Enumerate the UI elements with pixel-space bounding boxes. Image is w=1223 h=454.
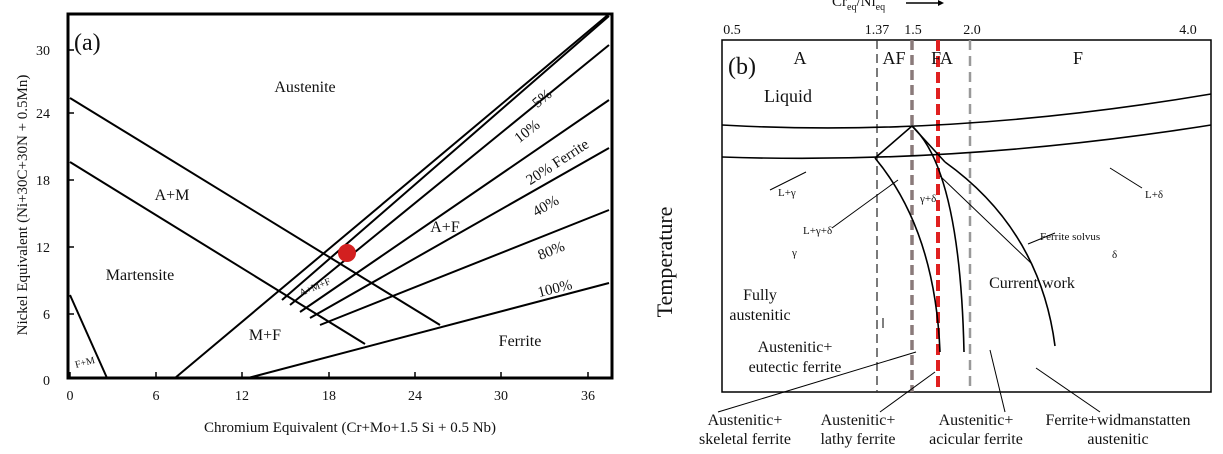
panel-a-phase-boundaries: [69, 13, 610, 379]
region-label-ferrite-solvus: Ferrite solvus: [1040, 231, 1100, 243]
top-tick-label: 1.37: [865, 23, 890, 38]
region-label-gamma-delta: γ+δ: [919, 193, 936, 205]
region-label-l-gamma: L+γ: [778, 187, 796, 199]
x-tick-label: 6: [153, 389, 160, 404]
mode-label-a: A: [794, 48, 807, 68]
x-tick-label: 0: [67, 389, 74, 404]
panel-b-y-axis-title: Temperature: [652, 207, 677, 318]
region-label-martensite: Martensite: [106, 267, 174, 284]
panel-a-x-ticks-marks: [69, 372, 589, 378]
region-label-ferrite: Ferrite: [499, 333, 542, 350]
panel-b-frame: [721, 39, 1212, 393]
region-label-fully-austenitic-2: austenitic: [729, 307, 790, 324]
mode-label-fa: FA: [931, 48, 953, 68]
martensite-ferrite-boundary: [174, 13, 610, 379]
x-tick-label: 18: [322, 389, 336, 404]
panel-b-leader-lines: [717, 167, 1143, 413]
region-label-eutectic-1: Austenitic+: [758, 339, 833, 356]
region-label-gamma: γ: [791, 247, 797, 259]
x-tick-label: 30: [494, 389, 508, 404]
y-tick-label: 6: [43, 308, 50, 323]
x-tick-label: 24: [408, 389, 422, 404]
y-tick-label: 0: [43, 374, 50, 389]
ferrite-5-line: [281, 15, 610, 301]
ferrite-100-line: [247, 282, 610, 379]
caption-lathy-2: lathy ferrite: [820, 431, 895, 448]
y-tick-label: 18: [36, 174, 50, 189]
caption-acicular-1: Austenitic+: [939, 412, 1014, 429]
caption-lathy-1: Austenitic+: [821, 412, 896, 429]
panel-a-x-axis-title: Chromium Equivalent (Cr+Mo+1.5 Si + 0.5 …: [204, 420, 496, 436]
panel-b-label: (b): [728, 54, 756, 80]
region-label-eutectic-2: eutectic ferrite: [749, 359, 842, 376]
top-axis-arrowhead: [938, 0, 944, 6]
panel-b-solidification-diagram: Creq/Nieq 0.5 1.37 1.5 2.0 4.0 Temperatu…: [652, 0, 1212, 448]
liquidus-line: [721, 93, 1212, 129]
ferrite-10-line: [289, 44, 610, 306]
region-label-f-m: F+M: [74, 355, 96, 371]
region-label-l-delta: L+δ: [1145, 189, 1163, 201]
y-tick-label: 12: [36, 241, 50, 256]
a-m-upper-boundary: [69, 97, 441, 326]
panel-a-schaeffler-diagram: 0 6 12 18 24 30 36 0 6 12 18 24 30 Chrom…: [15, 12, 614, 436]
region-label-l-gamma-delta: L+γ+δ: [803, 225, 832, 237]
caption-widmanstatten-2: austenitic: [1087, 431, 1148, 448]
current-composition-point: [338, 244, 356, 262]
region-label-m-f: M+F: [249, 327, 281, 344]
top-tick-label: 4.0: [1179, 23, 1197, 38]
inner-solvus-curve: [874, 157, 941, 353]
y-tick-label: 24: [36, 107, 50, 122]
caption-skeletal-1: Austenitic+: [708, 412, 783, 429]
current-work-label: Current work: [989, 275, 1075, 292]
middle-solvus-curve: [911, 125, 965, 353]
panel-b-top-axis-title: Creq/Nieq: [832, 0, 885, 13]
top-tick-label: 2.0: [963, 23, 981, 38]
panel-b-phase-lines: [721, 93, 1212, 353]
ferrite-20-line: [299, 99, 610, 313]
ferrite-80-line: [319, 209, 610, 326]
caption-skeletal-2: skeletal ferrite: [699, 431, 791, 448]
x-tick-label: 12: [235, 389, 249, 404]
x-tick-label: 36: [581, 389, 595, 404]
top-tick-label: 1.5: [904, 23, 922, 38]
ferrite-solvus-curve: [944, 161, 1056, 347]
region-label-a-m: A+M: [155, 187, 190, 204]
ferrite-40-line: [309, 147, 610, 319]
panel-a-y-axis-title: Nickel Equivalent (Ni+30C+30N + 0.5Mn): [15, 75, 31, 336]
region-label-a-f: A+F: [430, 219, 460, 236]
panel-a-label: (a): [74, 30, 101, 56]
region-label-delta: δ: [1112, 249, 1117, 261]
region-label-liquid: Liquid: [764, 86, 812, 106]
region-label-fully-austenitic-1: Fully: [743, 287, 777, 304]
caption-widmanstatten-1: Ferrite+widmanstatten: [1046, 412, 1191, 429]
y-tick-label: 30: [36, 44, 50, 59]
panel-a-y-ticks-marks: [68, 49, 74, 315]
solidus-line: [721, 124, 1212, 160]
panel-a-frame: [66, 12, 614, 380]
caption-acicular-2: acicular ferrite: [929, 431, 1023, 448]
region-label-austenite: Austenite: [274, 79, 335, 96]
top-tick-label: 0.5: [723, 23, 741, 38]
mode-label-f: F: [1073, 48, 1083, 68]
mode-label-af: AF: [882, 48, 905, 68]
f-m-corner-boundary: [69, 294, 108, 379]
